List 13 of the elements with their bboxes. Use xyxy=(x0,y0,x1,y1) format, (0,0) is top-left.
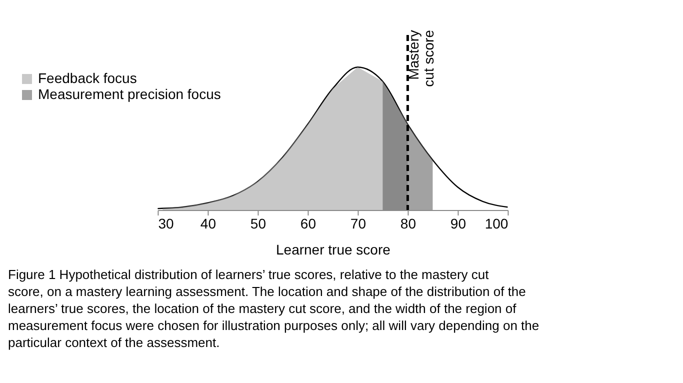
x-tick-label: 90 xyxy=(450,216,466,232)
caption: Figure 1 Hypothetical distribution of learners’ true scores, relative to the mastery cut score, on a mastery learning assessment. The location and shape of the distribution of the learners’ true scores, the location of the mastery cut score, and the width of the region of measurement focus were chosen for illustration purposes only; all will vary depending on the particular context of the assessment. xyxy=(8,267,540,350)
x-tick-label: 60 xyxy=(300,216,316,232)
x-tick-label: 30 xyxy=(158,216,174,232)
x-tick-label: 40 xyxy=(200,216,216,232)
x-tick-label: 70 xyxy=(350,216,366,232)
x-tick-label: 100 xyxy=(484,216,508,232)
legend-label: Feedback focus xyxy=(38,70,137,86)
ref-line-label: Mastery cut score xyxy=(406,30,437,87)
x-tick-label: 50 xyxy=(250,216,266,232)
x-tick-label: 80 xyxy=(400,216,416,232)
x-axis-title: Learner true score xyxy=(276,242,391,258)
legend-label: Measurement precision focus xyxy=(38,86,221,102)
